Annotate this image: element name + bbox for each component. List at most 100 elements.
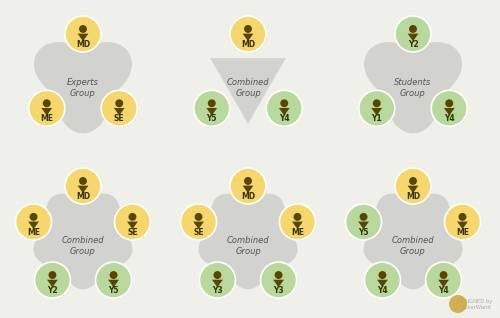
Circle shape bbox=[96, 263, 132, 299]
Circle shape bbox=[66, 17, 102, 53]
Circle shape bbox=[266, 90, 302, 126]
Text: Experts
Group: Experts Group bbox=[67, 78, 99, 98]
Polygon shape bbox=[42, 108, 52, 115]
Circle shape bbox=[230, 16, 266, 52]
Text: MD: MD bbox=[76, 40, 90, 49]
Circle shape bbox=[101, 90, 137, 126]
Circle shape bbox=[79, 25, 87, 33]
Text: MD: MD bbox=[241, 40, 255, 49]
Text: Combined
Group: Combined Group bbox=[392, 236, 434, 256]
Circle shape bbox=[432, 91, 468, 127]
Polygon shape bbox=[372, 108, 382, 115]
Polygon shape bbox=[206, 108, 217, 115]
Circle shape bbox=[114, 204, 150, 240]
Circle shape bbox=[65, 16, 101, 52]
Circle shape bbox=[426, 262, 462, 298]
Circle shape bbox=[79, 177, 87, 185]
Polygon shape bbox=[242, 186, 254, 193]
Circle shape bbox=[280, 204, 316, 240]
Polygon shape bbox=[47, 280, 58, 287]
Circle shape bbox=[378, 271, 386, 279]
Circle shape bbox=[244, 177, 252, 185]
Circle shape bbox=[446, 205, 482, 241]
Circle shape bbox=[16, 205, 52, 241]
Circle shape bbox=[396, 17, 432, 53]
Circle shape bbox=[426, 263, 462, 299]
Circle shape bbox=[267, 91, 303, 127]
Circle shape bbox=[458, 213, 466, 221]
Circle shape bbox=[449, 295, 467, 313]
Circle shape bbox=[280, 99, 288, 107]
Circle shape bbox=[395, 16, 431, 52]
Text: Y4: Y4 bbox=[279, 114, 289, 123]
Circle shape bbox=[446, 99, 453, 107]
Circle shape bbox=[274, 271, 282, 279]
Circle shape bbox=[440, 271, 448, 279]
Circle shape bbox=[230, 168, 266, 204]
Circle shape bbox=[180, 204, 216, 240]
Circle shape bbox=[102, 91, 138, 127]
Polygon shape bbox=[408, 186, 418, 193]
Polygon shape bbox=[210, 58, 286, 124]
Text: Y5: Y5 bbox=[108, 286, 119, 295]
Circle shape bbox=[128, 213, 136, 221]
Circle shape bbox=[200, 263, 236, 299]
Text: Y1: Y1 bbox=[372, 114, 382, 123]
Circle shape bbox=[364, 262, 400, 298]
Text: Combined
Group: Combined Group bbox=[226, 78, 270, 98]
Text: Y3: Y3 bbox=[212, 286, 222, 295]
Circle shape bbox=[444, 204, 480, 240]
Circle shape bbox=[116, 205, 152, 241]
Circle shape bbox=[66, 169, 102, 205]
Circle shape bbox=[262, 263, 298, 299]
Polygon shape bbox=[28, 222, 39, 229]
Polygon shape bbox=[193, 222, 204, 229]
Circle shape bbox=[194, 90, 230, 126]
Circle shape bbox=[195, 91, 231, 127]
Polygon shape bbox=[358, 222, 369, 229]
Polygon shape bbox=[34, 194, 132, 289]
Circle shape bbox=[231, 169, 267, 205]
Text: Students
Group: Students Group bbox=[394, 78, 432, 98]
Circle shape bbox=[366, 263, 402, 299]
Polygon shape bbox=[34, 42, 132, 133]
Circle shape bbox=[294, 213, 302, 221]
Circle shape bbox=[260, 262, 296, 298]
Polygon shape bbox=[292, 222, 303, 229]
Text: Y2: Y2 bbox=[47, 286, 58, 295]
Text: DESIGNED by
AckerWand: DESIGNED by AckerWand bbox=[456, 299, 492, 310]
Circle shape bbox=[110, 271, 118, 279]
Circle shape bbox=[194, 213, 202, 221]
Circle shape bbox=[16, 204, 52, 240]
Text: Combined
Group: Combined Group bbox=[62, 236, 104, 256]
Circle shape bbox=[48, 271, 56, 279]
Text: MD: MD bbox=[406, 192, 420, 201]
Circle shape bbox=[409, 177, 417, 185]
Text: Y3: Y3 bbox=[274, 286, 284, 295]
Polygon shape bbox=[78, 186, 88, 193]
Circle shape bbox=[65, 168, 101, 204]
Polygon shape bbox=[438, 280, 449, 287]
Polygon shape bbox=[444, 108, 454, 115]
Circle shape bbox=[200, 262, 235, 298]
Circle shape bbox=[360, 213, 368, 221]
Circle shape bbox=[431, 90, 467, 126]
Circle shape bbox=[96, 262, 132, 298]
Circle shape bbox=[29, 90, 65, 126]
Circle shape bbox=[409, 25, 417, 33]
Circle shape bbox=[116, 99, 123, 107]
Polygon shape bbox=[377, 280, 388, 287]
Polygon shape bbox=[364, 194, 462, 289]
Polygon shape bbox=[212, 280, 223, 287]
Text: ME: ME bbox=[40, 114, 54, 123]
Polygon shape bbox=[127, 222, 138, 229]
Polygon shape bbox=[242, 34, 254, 41]
Text: Y4: Y4 bbox=[438, 286, 449, 295]
Circle shape bbox=[395, 168, 431, 204]
Polygon shape bbox=[198, 194, 298, 289]
Text: SE: SE bbox=[127, 228, 138, 237]
Text: Combined
Group: Combined Group bbox=[226, 236, 270, 256]
Circle shape bbox=[346, 205, 382, 241]
Text: Y5: Y5 bbox=[206, 114, 217, 123]
Circle shape bbox=[214, 271, 222, 279]
